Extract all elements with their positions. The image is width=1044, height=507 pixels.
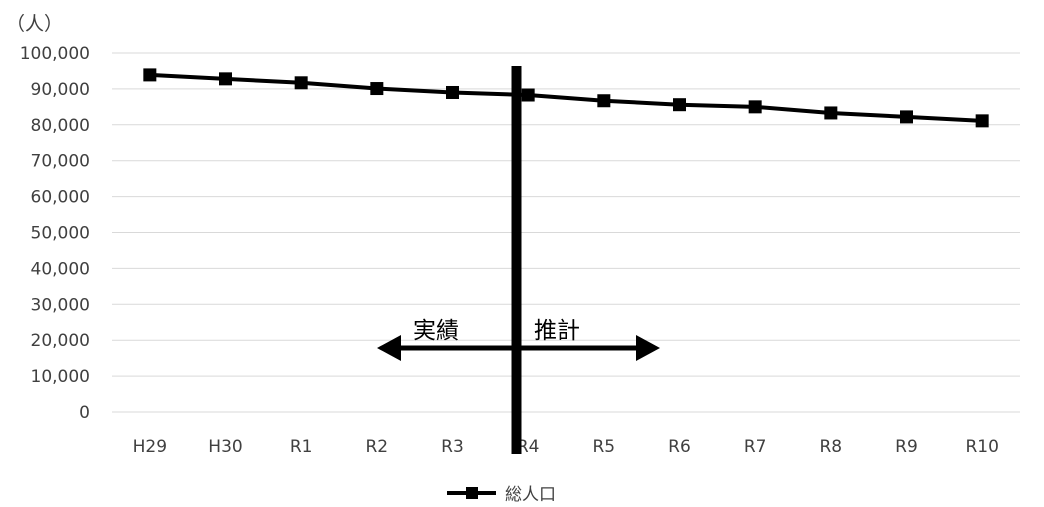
data-point: [975, 114, 989, 128]
y-tick-label: 30,000: [31, 295, 90, 315]
series-line: [149, 72, 983, 123]
x-tick-label: R6: [668, 437, 691, 457]
annotation-layer: 実績 推計: [377, 66, 660, 454]
data-point: [294, 76, 308, 90]
x-tick-label: H30: [208, 437, 242, 457]
y-tick-label: 80,000: [31, 116, 90, 136]
x-tick-label: R4: [517, 437, 540, 457]
x-tick-label: R2: [366, 437, 389, 457]
x-tick-label: R10: [965, 437, 998, 457]
y-tick-label: 70,000: [31, 152, 90, 172]
actual-arrow-head: [377, 335, 401, 361]
forecast-arrow-head: [636, 335, 660, 361]
y-tick-label: 10,000: [31, 367, 90, 387]
data-point: [597, 94, 611, 108]
x-tick-label: R3: [441, 437, 464, 457]
legend: 総人口: [447, 485, 556, 505]
data-point: [521, 88, 535, 102]
actual-forecast-divider: [511, 66, 522, 454]
series-layer: [143, 68, 989, 128]
forecast-label: 推計: [534, 318, 580, 344]
data-point: [446, 85, 459, 99]
data-point: [824, 106, 838, 120]
y-unit-label: （人）: [6, 13, 63, 35]
y-tick-label: 90,000: [31, 80, 90, 100]
data-point: [370, 82, 384, 96]
y-tick-label: 100,000: [20, 44, 90, 64]
y-tick-label: 60,000: [31, 188, 90, 208]
data-point: [748, 100, 762, 114]
gridlines: [112, 52, 1020, 413]
y-tick-label: 40,000: [31, 259, 90, 279]
data-point: [900, 110, 913, 124]
y-tick-label: 50,000: [31, 224, 90, 244]
x-tick-label: H29: [133, 437, 167, 457]
y-tick-label: 0: [79, 403, 90, 423]
x-axis-ticks: H29 H30 R1 R2 R3 R4 R5 R6 R7 R8 R9 R10: [133, 437, 999, 457]
x-tick-label: R1: [290, 437, 313, 457]
data-point: [219, 72, 232, 86]
x-tick-label: R9: [895, 437, 918, 457]
y-axis-ticks: 0 10,000 20,000 30,000 40,000 50,000 60,000 70,…: [20, 44, 90, 423]
y-tick-label: 20,000: [31, 331, 90, 351]
data-point: [673, 98, 686, 112]
actual-label: 実績: [413, 318, 459, 344]
x-tick-label: R5: [593, 437, 616, 457]
x-tick-label: R7: [744, 437, 767, 457]
legend-marker: [466, 487, 478, 499]
x-tick-label: R8: [820, 437, 843, 457]
data-point: [143, 68, 157, 82]
legend-label: 総人口: [505, 485, 556, 505]
